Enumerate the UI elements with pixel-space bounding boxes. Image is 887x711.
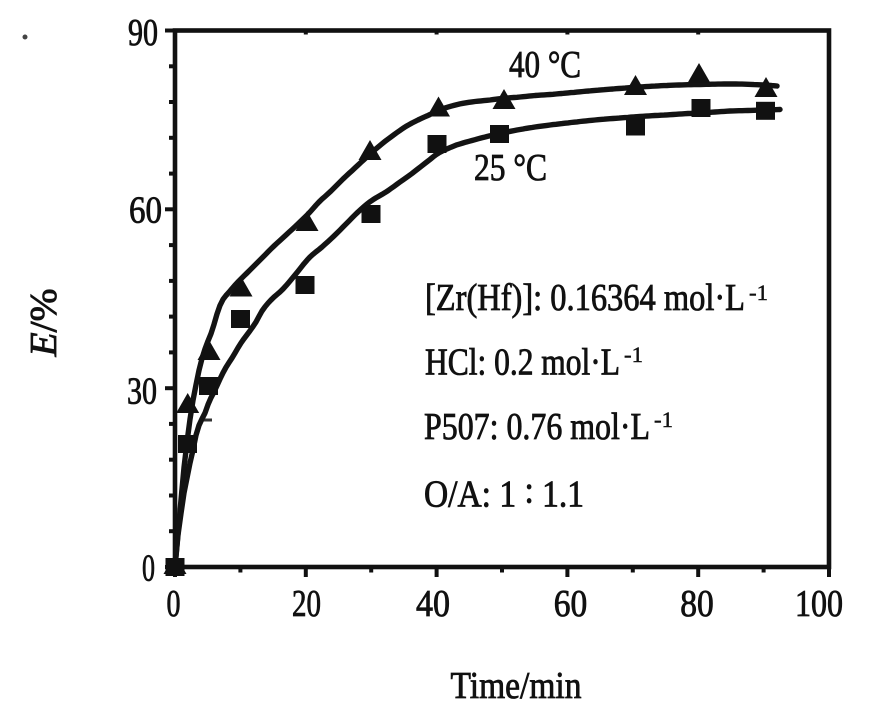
svg-text:20: 20 — [292, 583, 321, 625]
svg-text:Time/min: Time/min — [451, 665, 582, 707]
svg-text:60: 60 — [554, 583, 588, 625]
svg-text:E/%: E/% — [23, 289, 65, 358]
svg-text:100: 100 — [795, 583, 843, 625]
svg-text:P507: 0.76 mol·L: P507: 0.76 mol·L — [424, 406, 650, 448]
svg-text:-1: -1 — [654, 407, 673, 432]
svg-text:90: 90 — [128, 12, 158, 54]
svg-text:-1: -1 — [749, 280, 768, 305]
svg-text:25 °C: 25 °C — [474, 147, 547, 189]
svg-text:30: 30 — [127, 371, 157, 413]
svg-text:HCl: 0.2 mol·L: HCl: 0.2 mol·L — [425, 342, 620, 384]
svg-text:O/A: 1 : 1.1: O/A: 1 : 1.1 — [424, 470, 584, 516]
svg-text:0: 0 — [167, 583, 181, 625]
svg-text:60: 60 — [129, 190, 162, 232]
svg-text:[Zr(Hf)]: 0.16364 mol·L: [Zr(Hf)]: 0.16364 mol·L — [425, 277, 745, 319]
svg-text:40: 40 — [416, 583, 450, 625]
svg-text:40 °C: 40 °C — [509, 44, 581, 86]
svg-text:-1: -1 — [624, 342, 643, 367]
svg-text:80: 80 — [680, 583, 714, 625]
svg-text:0: 0 — [142, 548, 155, 590]
